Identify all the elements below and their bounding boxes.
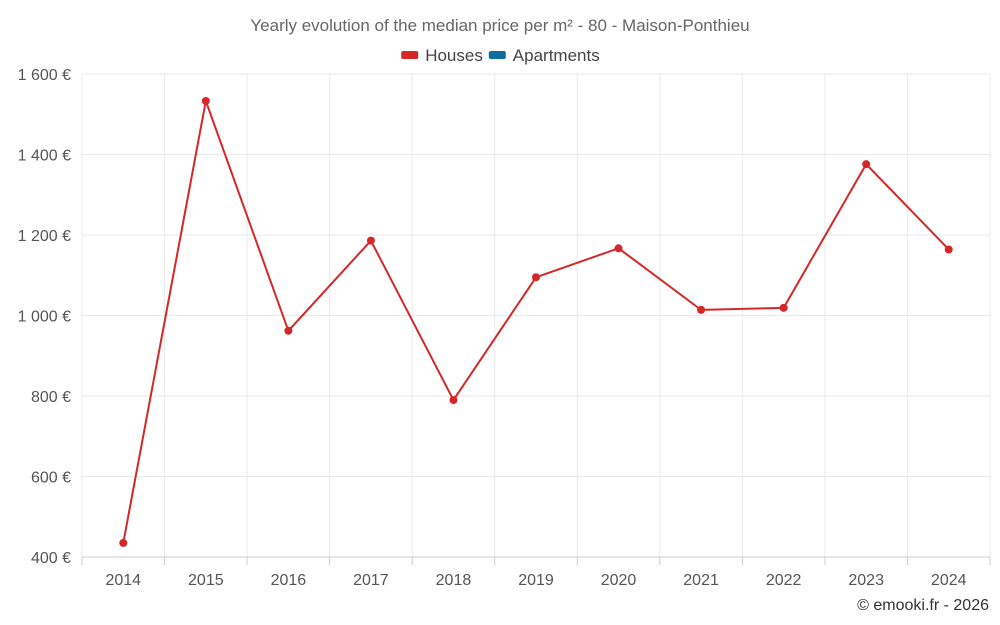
x-tick-label: 2017 bbox=[353, 572, 389, 589]
data-point-houses[interactable] bbox=[532, 273, 540, 282]
data-point-houses[interactable] bbox=[449, 396, 458, 405]
data-point-houses[interactable] bbox=[201, 96, 210, 105]
data-point-houses[interactable] bbox=[366, 236, 375, 245]
x-tick-label: 2021 bbox=[683, 572, 719, 589]
y-tick-label: 800 € bbox=[31, 389, 71, 406]
x-tick-label: 2024 bbox=[931, 572, 967, 589]
data-point-houses[interactable] bbox=[697, 305, 706, 314]
y-tick-label: 1 600 € bbox=[18, 67, 71, 84]
data-point-houses[interactable] bbox=[862, 160, 871, 169]
y-tick-label: 1 000 € bbox=[18, 309, 71, 326]
y-tick-label: 1 200 € bbox=[18, 228, 71, 245]
legend-item-apartments[interactable]: Apartments bbox=[488, 46, 600, 65]
legend-item-houses[interactable]: Houses bbox=[401, 46, 483, 65]
x-axis-ticks: 2014 2015 2016 2017 2018 2019 2020 2021 2022 2023… bbox=[81, 557, 991, 589]
data-point-houses[interactable] bbox=[779, 303, 788, 312]
x-tick-label: 2019 bbox=[518, 572, 554, 589]
x-tick-label: 2023 bbox=[848, 572, 884, 589]
credit-text: © emooki.fr - 2026 bbox=[857, 597, 989, 614]
chart-title: Yearly evolution of the median price per… bbox=[250, 16, 749, 35]
data-point-houses[interactable] bbox=[119, 538, 128, 547]
legend-swatch bbox=[488, 51, 506, 59]
y-axis-ticks: 400 € 600 € 800 € 1 000 € 1 200 € 1 400 € 1 60… bbox=[18, 67, 71, 567]
y-tick-label: 1 400 € bbox=[18, 148, 71, 165]
x-tick-label: 2020 bbox=[601, 572, 637, 589]
data-point-houses[interactable] bbox=[944, 245, 953, 254]
x-tick-label: 2018 bbox=[436, 572, 472, 589]
x-tick-label: 2014 bbox=[105, 572, 141, 589]
legend-swatch bbox=[401, 51, 419, 59]
data-point-houses[interactable] bbox=[284, 326, 293, 335]
y-tick-label: 600 € bbox=[31, 470, 71, 487]
y-gridlines bbox=[82, 73, 990, 477]
x-tick-label: 2015 bbox=[188, 572, 224, 589]
x-tick-label: 2022 bbox=[766, 572, 802, 589]
x-tick-label: 2016 bbox=[271, 572, 307, 589]
data-point-houses[interactable] bbox=[614, 244, 623, 253]
y-tick-label: 400 € bbox=[31, 550, 71, 567]
legend-label: Apartments bbox=[513, 46, 600, 65]
series-group bbox=[119, 96, 953, 547]
legend: Houses Apartments bbox=[401, 46, 600, 65]
legend-label: Houses bbox=[425, 46, 483, 65]
